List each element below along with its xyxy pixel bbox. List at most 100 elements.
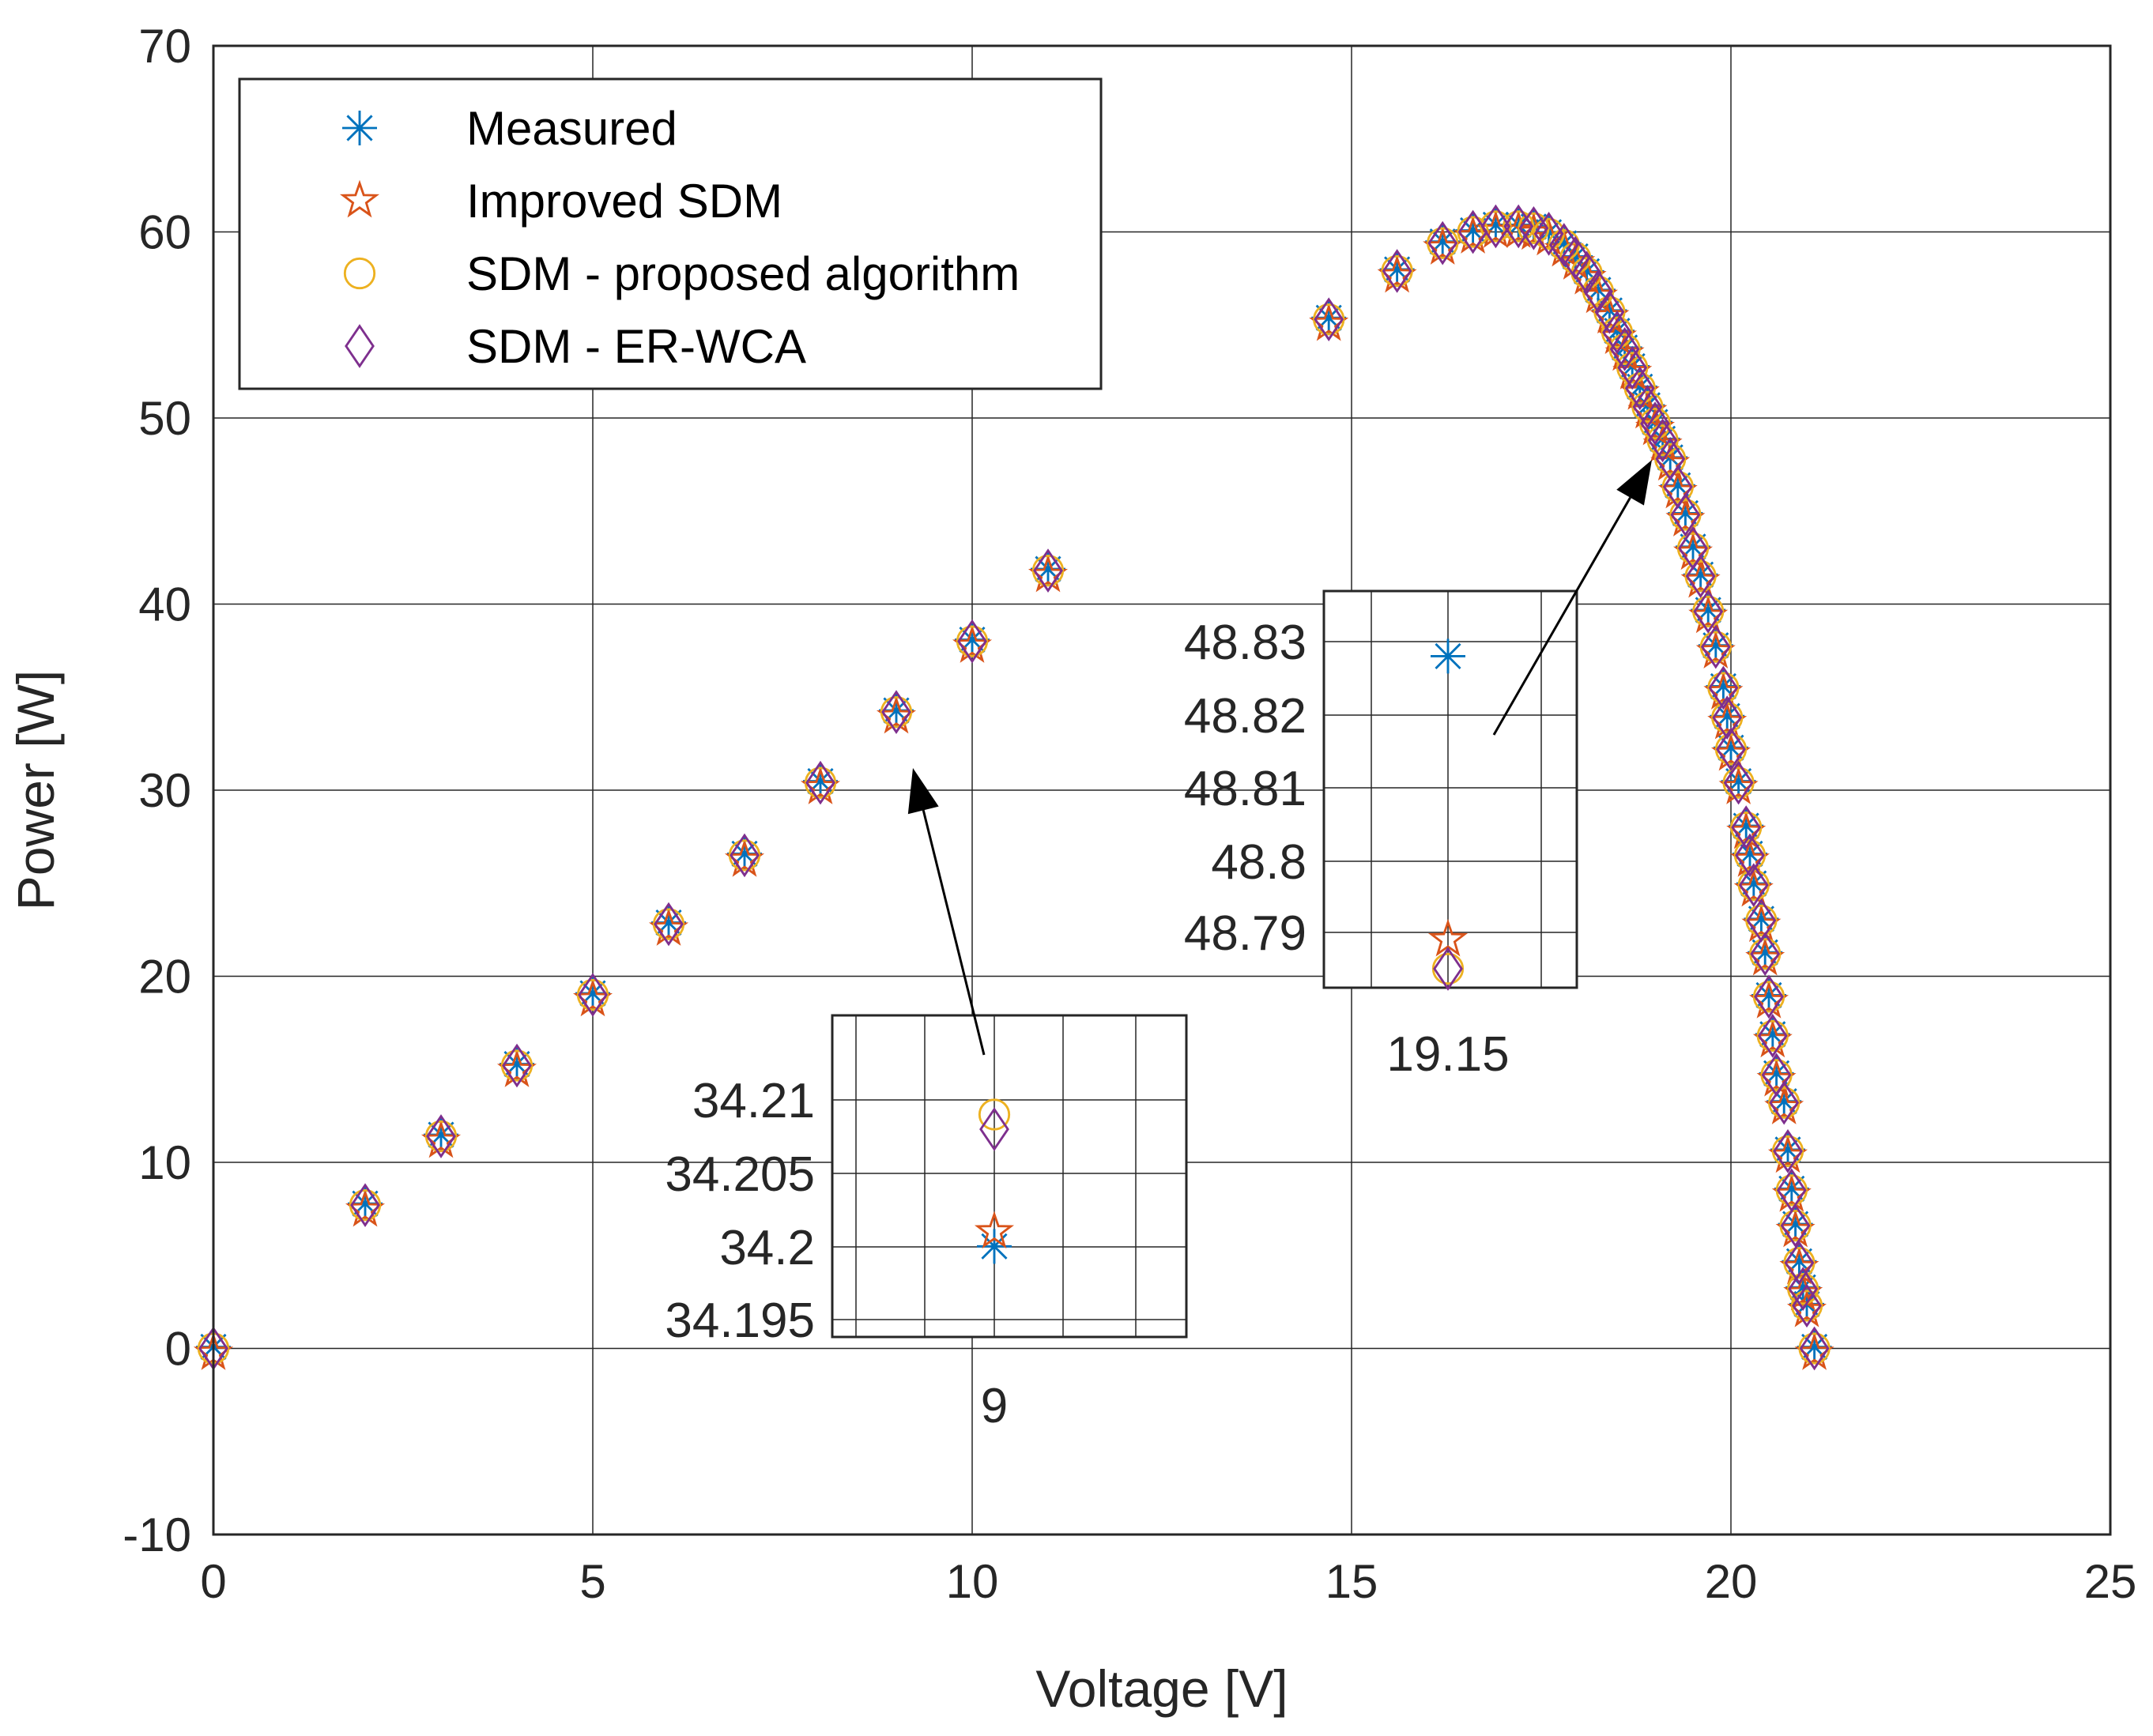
point-measured (1676, 529, 1710, 564)
inset-zoom-9v: 34.21 34.205 34.2 34.195 9 (665, 1014, 1188, 1433)
point-measured (1683, 557, 1718, 593)
point-measured (1698, 627, 1733, 663)
inset-y-tick: 34.195 (665, 1294, 815, 1348)
point-sdm-er-wca (1708, 665, 1739, 710)
y-tick-label: -10 (123, 1508, 191, 1561)
data-points (193, 204, 1834, 1371)
point-measured (1638, 405, 1672, 440)
point-sdm-er-wca (1609, 327, 1640, 371)
point-measured (1770, 1132, 1805, 1167)
legend-label-improved-sdm: Improved SDM (466, 175, 782, 228)
y-tick-label: 60 (138, 206, 191, 259)
point-sdm-er-wca (1632, 385, 1663, 429)
inset-y-tick: 34.2 (719, 1221, 815, 1275)
point-measured (1748, 935, 1783, 970)
point-measured (651, 905, 686, 940)
y-tick-label: 20 (138, 951, 191, 1004)
x-tick-label: 5 (579, 1555, 605, 1608)
legend-marker-improved-sdm (339, 179, 380, 218)
legend-box (238, 77, 1103, 390)
legend: Measured Improved SDM SDM - proposed algor… (238, 77, 1103, 390)
point-measured (1691, 592, 1726, 627)
point-sdm-er-wca (1548, 223, 1579, 267)
point-measured (1706, 668, 1741, 704)
legend-marker-sdm-proposed-algorithm (343, 257, 376, 290)
point-measured (1721, 763, 1756, 799)
point-measured (1759, 1056, 1794, 1091)
point-measured (1425, 224, 1461, 259)
point-measured (1607, 330, 1642, 365)
point-sdm-er-wca (1617, 345, 1648, 390)
point-measured (955, 622, 990, 657)
zoom-arrow (907, 768, 986, 1056)
point-measured (1778, 1207, 1813, 1242)
point-measured (1668, 495, 1703, 531)
inset-y-tick: 34.21 (692, 1074, 815, 1128)
point-measured (1660, 468, 1695, 503)
point-measured (1774, 1171, 1809, 1207)
inset-point-improved-sdm (974, 1211, 1015, 1249)
point-sdm-er-wca (1640, 401, 1670, 446)
point-sdm-er-wca (1735, 833, 1765, 878)
zoom-arrow (1492, 460, 1652, 736)
point-sdm-er-wca (1757, 1014, 1788, 1058)
point-sdm-er-wca (1693, 589, 1724, 634)
point-sdm-er-wca (1033, 548, 1063, 593)
point-sdm-er-wca (1716, 727, 1746, 772)
point-measured (1600, 313, 1635, 348)
point-measured (1729, 808, 1764, 844)
point-measured (879, 693, 914, 729)
point-measured (1797, 1329, 1832, 1365)
point-measured (1455, 213, 1491, 248)
point-sdm-er-wca (1799, 1326, 1830, 1371)
legend-label-measured: Measured (466, 102, 677, 155)
inset-y-tick: 48.81 (1184, 762, 1307, 816)
point-sdm-er-wca (1773, 1129, 1803, 1173)
point-sdm-er-wca (1780, 1203, 1811, 1248)
inset-point-sdm-er-wca (1433, 947, 1463, 991)
inset-box (831, 1014, 1188, 1339)
point-sdm-er-wca (957, 619, 987, 664)
point-sdm-er-wca (1670, 492, 1701, 537)
point-measured (1733, 836, 1767, 872)
zoom-arrows (907, 460, 1652, 1056)
point-sdm-er-wca (350, 1183, 380, 1228)
point-sdm-er-wca (578, 973, 608, 1017)
point-measured (1751, 977, 1786, 1013)
point-sdm-er-wca (1723, 760, 1754, 805)
point-sdm-er-wca (1738, 863, 1769, 907)
point-sdm-er-wca (426, 1114, 456, 1158)
inset-zoom-19v: 48.83 48.82 48.81 48.8 48.79 19.15 (1184, 589, 1578, 1082)
point-measured (1736, 866, 1771, 902)
plot-area-border (212, 44, 2112, 1536)
point-measured (1782, 1244, 1817, 1279)
point-measured (1744, 901, 1779, 936)
legend-label-sdm-proposed-algorithm: SDM - proposed algorithm (466, 247, 1020, 300)
point-sdm-er-wca (1712, 695, 1743, 740)
point-measured (1581, 272, 1616, 307)
y-tick-label: 30 (138, 764, 191, 817)
point-sdm-er-wca (1754, 974, 1784, 1019)
y-tick-label: 0 (165, 1323, 191, 1376)
point-measured (1546, 225, 1582, 261)
point-measured (1569, 254, 1604, 289)
y-tick-label: 10 (138, 1136, 191, 1189)
inset-point-sdm-er-wca (979, 1107, 1009, 1151)
point-sdm-er-wca (1594, 289, 1625, 334)
point-measured (1785, 1270, 1821, 1305)
inset-y-tick: 48.79 (1184, 906, 1307, 961)
point-sdm-er-wca (1382, 249, 1412, 293)
point-sdm-er-wca (1602, 310, 1632, 355)
point-measured (1710, 699, 1745, 734)
point-measured (1379, 251, 1415, 287)
point-sdm-er-wca (1788, 1267, 1819, 1311)
point-measured (1622, 369, 1657, 405)
inset-x-tick: 9 (981, 1379, 1008, 1433)
point-sdm-er-wca (1647, 418, 1678, 463)
point-sdm-er-wca (881, 690, 911, 734)
point-measured (1755, 1016, 1790, 1052)
inset-y-tick: 34.205 (665, 1147, 815, 1202)
point-measured (803, 763, 838, 799)
inset-point-measured (1431, 638, 1465, 674)
inset-box (1322, 589, 1578, 989)
